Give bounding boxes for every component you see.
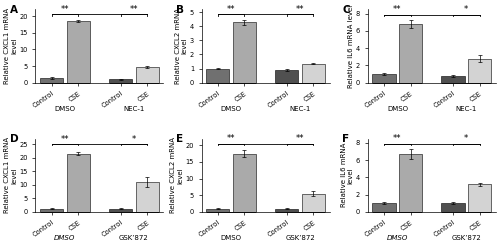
Y-axis label: Relative CXCL1 mRNA
level: Relative CXCL1 mRNA level	[4, 8, 17, 84]
Text: C: C	[342, 5, 350, 15]
Text: A: A	[10, 5, 18, 15]
Bar	[372, 203, 396, 212]
Y-axis label: Relative IL6 mRNA
level: Relative IL6 mRNA level	[341, 143, 354, 208]
Text: NEC-1: NEC-1	[290, 106, 310, 112]
Bar	[442, 76, 464, 83]
Text: DMSO: DMSO	[220, 106, 242, 112]
Text: NEC-1: NEC-1	[123, 106, 144, 112]
Bar	[372, 74, 396, 83]
Bar	[442, 203, 464, 212]
Text: **: **	[393, 5, 402, 14]
Text: GSK’872: GSK’872	[285, 235, 315, 241]
Bar	[399, 154, 422, 212]
Bar	[66, 154, 90, 212]
Text: E: E	[176, 134, 183, 144]
Bar	[399, 24, 422, 83]
Text: **: **	[60, 135, 69, 144]
Bar	[40, 208, 64, 212]
Bar	[40, 78, 64, 83]
Bar	[275, 70, 298, 83]
Text: F: F	[342, 134, 349, 144]
Y-axis label: Relative CXCL2 mRNA
level: Relative CXCL2 mRNA level	[170, 137, 183, 213]
Text: **: **	[130, 5, 138, 14]
Bar	[206, 208, 230, 212]
Text: **: **	[60, 5, 69, 14]
Bar	[302, 64, 325, 83]
Text: **: **	[393, 134, 402, 143]
Text: DMSO: DMSO	[220, 235, 242, 241]
Bar	[136, 182, 159, 212]
Text: DMSO: DMSO	[387, 106, 408, 112]
Text: B: B	[176, 5, 184, 15]
Text: NEC-1: NEC-1	[456, 106, 477, 112]
Text: GSK’872: GSK’872	[119, 235, 148, 241]
Text: **: **	[296, 5, 304, 14]
Bar	[468, 58, 491, 83]
Text: DMSO: DMSO	[386, 235, 408, 241]
Bar	[468, 184, 491, 212]
Text: DMSO: DMSO	[54, 235, 76, 241]
Bar	[66, 21, 90, 83]
Bar	[136, 67, 159, 83]
Bar	[302, 194, 325, 212]
Text: *: *	[464, 5, 468, 14]
Y-axis label: Relative CXCL1 mRNA
level: Relative CXCL1 mRNA level	[4, 137, 17, 213]
Y-axis label: Relative IL6 mRNA level: Relative IL6 mRNA level	[348, 4, 354, 88]
Bar	[206, 68, 230, 83]
Bar	[109, 79, 132, 83]
Y-axis label: Relative CXCL2 mRNA
level: Relative CXCL2 mRNA level	[174, 8, 188, 84]
Bar	[233, 154, 256, 212]
Text: *: *	[132, 135, 136, 144]
Text: D: D	[10, 134, 18, 144]
Text: *: *	[464, 134, 468, 143]
Text: **: **	[227, 134, 235, 143]
Text: DMSO: DMSO	[54, 106, 76, 112]
Text: **: **	[296, 134, 304, 143]
Bar	[109, 209, 132, 212]
Bar	[275, 208, 298, 212]
Text: **: **	[227, 5, 235, 14]
Bar	[233, 22, 256, 83]
Text: GSK’872: GSK’872	[452, 235, 481, 241]
